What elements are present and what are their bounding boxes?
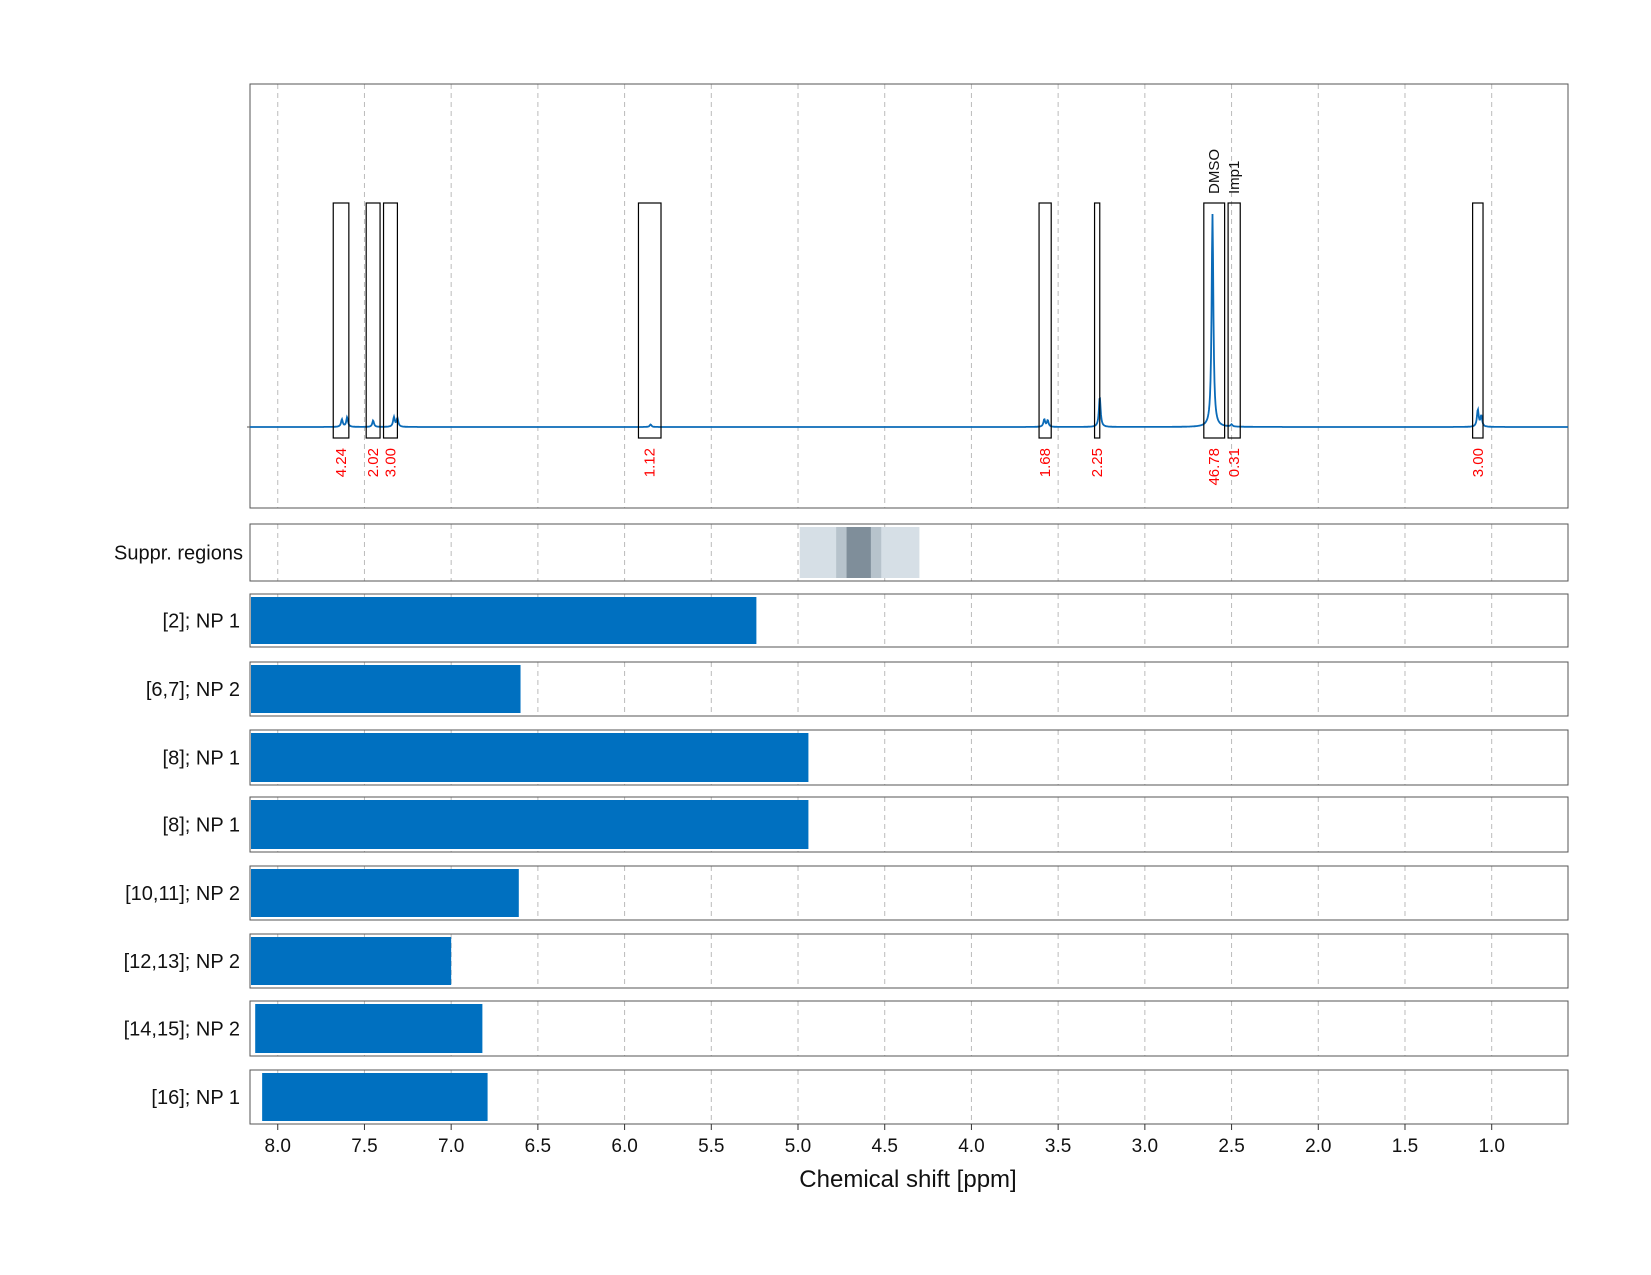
spectrum-frame <box>249 83 1569 509</box>
integral-region-box-0 <box>332 202 350 439</box>
range-bar-1 <box>251 665 521 713</box>
bar-panel-frame-2 <box>249 729 1569 786</box>
integral-region-box-5 <box>1093 202 1101 439</box>
spectrum-panel <box>249 83 1569 509</box>
x-tick-label-11: 2.5 <box>1218 1136 1244 1157</box>
x-tick-label-3: 6.5 <box>525 1136 551 1157</box>
x-tick-label-12: 2.0 <box>1305 1136 1331 1157</box>
integral-value-2: 3.00 <box>382 448 399 477</box>
x-axis-label: Chemical shift [ppm] <box>799 1166 1016 1193</box>
x-tick-label-7: 4.5 <box>872 1136 898 1157</box>
integral-region-box-2 <box>382 202 399 439</box>
peak-annotation-6: DMSO <box>1206 149 1223 194</box>
x-tick-label-1: 7.5 <box>351 1136 377 1157</box>
peak-annotation-7: Imp1 <box>1226 161 1243 194</box>
integral-region-box-6 <box>1203 202 1226 439</box>
range-bar-label-6: [14,15]; NP 2 <box>124 1019 240 1041</box>
spectrum-layer <box>247 213 1568 428</box>
suppr-band-2 <box>846 527 871 578</box>
range-bar-5 <box>251 937 452 985</box>
x-tick-label-4: 6.0 <box>611 1136 637 1157</box>
bar-panel-frame-4 <box>249 865 1569 921</box>
integral-regions: 4.24 2.02 3.00 1.12 1.68 2.25 46.78DMSO0.31Imp… <box>332 149 1487 486</box>
x-tick-label-6: 5.0 <box>785 1136 811 1157</box>
range-bar-6 <box>255 1004 483 1053</box>
x-tick-label-0: 8.0 <box>265 1136 291 1157</box>
integral-region-box-3 <box>637 202 662 439</box>
integral-region-box-7 <box>1227 202 1241 439</box>
integral-value-8: 3.00 <box>1470 448 1487 477</box>
x-tick-label-10: 3.0 <box>1132 1136 1158 1157</box>
range-bar-label-0: [2]; NP 1 <box>163 611 240 633</box>
range-bar-label-7: [16]; NP 1 <box>151 1087 240 1109</box>
range-bar-7 <box>262 1073 488 1121</box>
range-bar-label-4: [10,11]; NP 2 <box>125 883 240 905</box>
range-bar-2 <box>251 733 809 782</box>
integral-value-0: 4.24 <box>333 448 350 477</box>
bar-panel-frame-5 <box>249 933 1569 989</box>
range-bar-label-1: [6,7]; NP 2 <box>146 679 240 701</box>
bar-panel-frame-1 <box>249 661 1569 717</box>
integral-value-3: 1.12 <box>642 448 659 477</box>
spectrum-line <box>250 213 1568 428</box>
integral-value-5: 2.25 <box>1089 448 1106 477</box>
integral-value-7: 0.31 <box>1226 448 1243 477</box>
suppr-frame <box>249 523 1569 582</box>
bar-panel-frame-3 <box>249 796 1569 853</box>
x-tick-label-9: 3.5 <box>1045 1136 1071 1157</box>
x-tick-label-5: 5.5 <box>698 1136 724 1157</box>
x-tick-label-8: 4.0 <box>958 1136 984 1157</box>
integral-value-4: 1.68 <box>1037 448 1054 477</box>
suppressed-regions-panel: Suppr. regions <box>114 523 1569 582</box>
bar-panel-frame-6 <box>249 1000 1569 1057</box>
range-bars-panel: [2]; NP 1 [6,7]; NP 2 [8]; NP 1 [8]; NP 1 [1… <box>124 593 1569 1125</box>
range-bar-4 <box>251 869 519 917</box>
integral-value-6: 46.78 <box>1206 448 1223 486</box>
range-bar-label-5: [12,13]; NP 2 <box>124 951 240 973</box>
integral-region-box-8 <box>1472 202 1484 439</box>
range-bar-label-3: [8]; NP 1 <box>163 815 240 837</box>
range-bar-3 <box>251 800 809 849</box>
x-tick-label-2: 7.0 <box>438 1136 464 1157</box>
integral-value-1: 2.02 <box>365 448 382 477</box>
integral-region-box-1 <box>365 202 381 439</box>
x-tick-label-13: 1.5 <box>1392 1136 1418 1157</box>
x-axis: 8.0 7.5 7.0 6.5 6.0 5.5 5.0 4.5 4.0 3.5 3.0 2.5 2.0 1… <box>265 1124 1505 1157</box>
bar-panel-frame-0 <box>249 593 1569 648</box>
suppr-label: Suppr. regions <box>114 543 243 565</box>
range-bar-label-2: [8]; NP 1 <box>163 748 240 770</box>
bar-panel-frame-7 <box>249 1069 1569 1125</box>
range-bar-0 <box>251 597 757 644</box>
integral-region-box-4 <box>1038 202 1052 439</box>
x-tick-label-14: 1.0 <box>1478 1136 1504 1157</box>
